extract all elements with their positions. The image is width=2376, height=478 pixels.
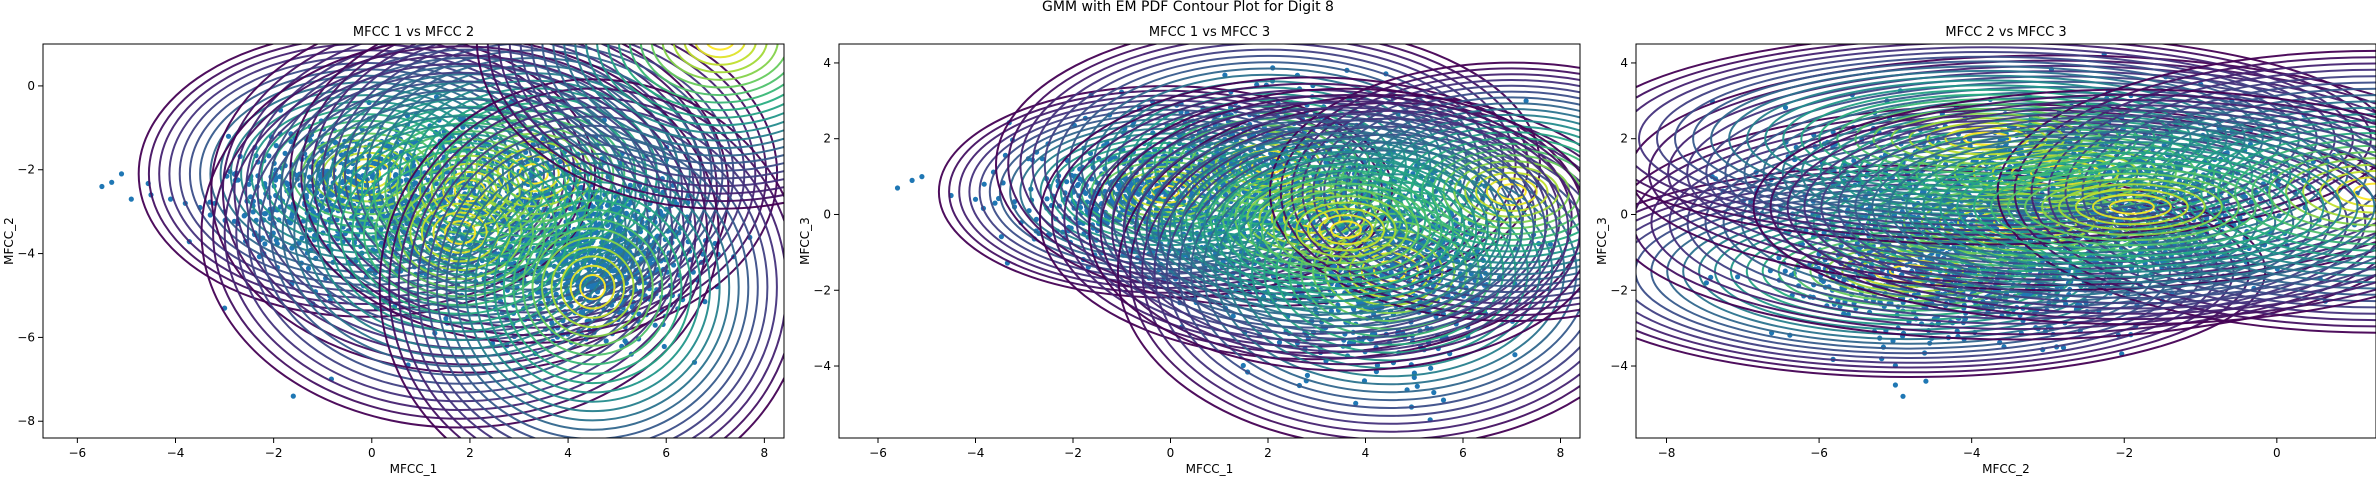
plot-area — [99, 0, 963, 478]
contour-line — [608, 0, 833, 118]
x-tick-label: 4 — [1362, 446, 1370, 460]
data-point — [1441, 398, 1446, 403]
y-tick-label: 0 — [27, 79, 35, 93]
data-point — [262, 211, 267, 216]
data-point — [1076, 182, 1081, 187]
data-point — [580, 309, 585, 314]
x-tick-label: 2 — [466, 446, 474, 460]
data-point — [129, 197, 134, 202]
y-tick-label: 4 — [823, 56, 831, 70]
data-point — [291, 394, 296, 399]
data-point — [653, 323, 658, 328]
data-point — [1512, 352, 1517, 357]
x-axis-label: MFCC_1 — [390, 462, 438, 476]
subplot-title: MFCC 1 vs MFCC 3 — [1149, 25, 1270, 40]
x-tick-label: 8 — [1557, 446, 1565, 460]
data-point — [226, 134, 231, 139]
plot-area — [1556, 33, 2376, 399]
y-tick-label: −2 — [813, 283, 831, 297]
x-tick-label: 6 — [662, 446, 670, 460]
contour-line — [662, 0, 778, 80]
x-tick-label: −2 — [1064, 446, 1082, 460]
x-tick-label: −4 — [167, 446, 185, 460]
x-tick-label: −6 — [869, 446, 887, 460]
x-tick-label: −4 — [967, 446, 985, 460]
x-tick-label: −6 — [68, 446, 86, 460]
subplot-2: −6 −4 −2 0 2 4 6 8 −4 −2 0 2 4 MFCC 1 vs MFCC 3 MFCC_1… — [798, 24, 1754, 476]
data-point — [919, 174, 924, 179]
x-tick-label: −2 — [265, 446, 283, 460]
data-point — [604, 338, 609, 343]
data-point — [992, 201, 997, 206]
subplot-3: −8 −6 −4 −2 0−4−2024MFCC 2 vs MFCC 3MFCC_2MF… — [1556, 25, 2376, 476]
data-point — [99, 184, 104, 189]
y-tick-label: −4 — [813, 359, 831, 373]
data-point — [1305, 373, 1310, 378]
contour-line — [499, 0, 942, 194]
data-point — [262, 241, 267, 246]
y-axis-label: MFCC_3 — [798, 217, 812, 265]
x-tick-label: 4 — [564, 446, 572, 460]
y-tick-label: 0 — [823, 207, 831, 221]
x-tick-label: 0 — [368, 446, 376, 460]
x-axis-label: MFCC_1 — [1186, 462, 1234, 476]
y-axis-label: MFCC_2 — [2, 217, 16, 265]
data-point — [1431, 390, 1436, 395]
y-tick-label: 2 — [823, 132, 831, 146]
data-point — [306, 266, 311, 271]
data-point — [617, 248, 622, 253]
y-tick-label: −6 — [17, 330, 35, 344]
y-tick-label: −8 — [17, 414, 35, 428]
subplot-1: −6 −4 −2 0 2 4 6 8 −8 −6 −4 −2 0 MFCC 1 vs MFCC 2 MFCC… — [2, 0, 964, 478]
data-point — [895, 185, 900, 190]
data-point — [109, 180, 114, 185]
data-point — [1415, 384, 1420, 389]
contour-line — [619, 0, 822, 110]
subplot-title: MFCC 1 vs MFCC 2 — [353, 25, 474, 40]
plot-area — [895, 24, 1754, 447]
contour-line — [706, 30, 734, 50]
x-tick-label: 6 — [1459, 446, 1467, 460]
contour-line — [673, 7, 767, 72]
x-tick-label: 8 — [761, 446, 769, 460]
x-tick-label: 2 — [1264, 446, 1272, 460]
y-tick-label: −2 — [17, 163, 35, 177]
data-point — [119, 171, 124, 176]
data-point — [1428, 366, 1433, 371]
contour-lines — [939, 24, 1754, 447]
y-tick-label: −4 — [17, 247, 35, 261]
data-point — [973, 197, 978, 202]
data-point — [662, 344, 667, 349]
x-tick-label: 0 — [1167, 446, 1175, 460]
contour-line — [695, 22, 745, 57]
data-point — [910, 178, 915, 183]
data-point — [1044, 196, 1049, 201]
data-point — [982, 182, 987, 187]
